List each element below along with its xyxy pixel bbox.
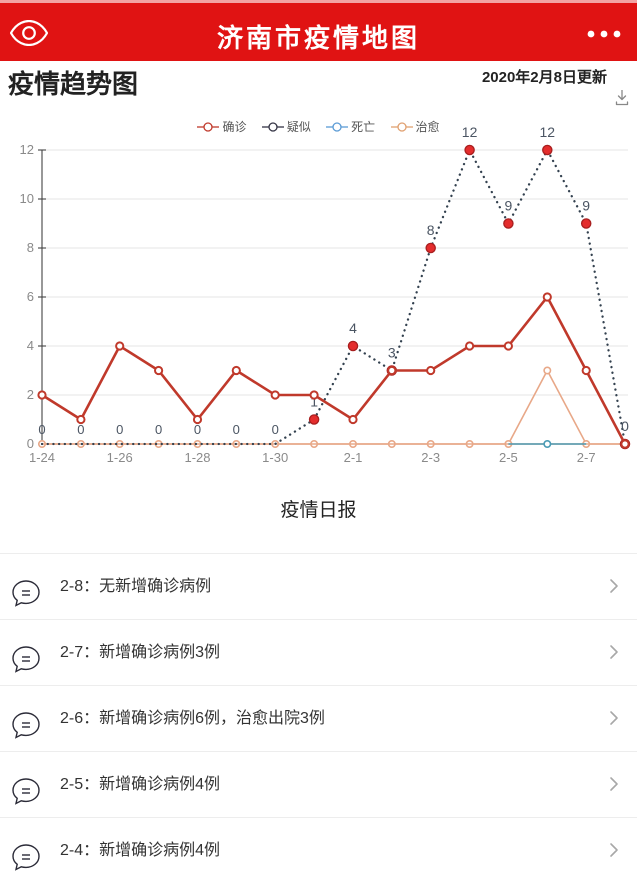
svg-text:1-24: 1-24 bbox=[29, 450, 55, 465]
svg-text:2-3: 2-3 bbox=[421, 450, 440, 465]
svg-text:6: 6 bbox=[27, 289, 34, 304]
svg-text:8: 8 bbox=[27, 240, 34, 255]
svg-text:12: 12 bbox=[462, 124, 478, 140]
svg-text:10: 10 bbox=[20, 191, 34, 206]
svg-text:1-28: 1-28 bbox=[184, 450, 210, 465]
svg-text:1-26: 1-26 bbox=[107, 450, 133, 465]
svg-text:2-1: 2-1 bbox=[344, 450, 363, 465]
svg-text:2-5: 2-5 bbox=[499, 450, 518, 465]
svg-text:2: 2 bbox=[27, 387, 34, 402]
svg-text:0: 0 bbox=[233, 422, 240, 437]
svg-text:2-7: 2-7 bbox=[577, 450, 596, 465]
svg-text:12: 12 bbox=[540, 124, 556, 140]
svg-text:0: 0 bbox=[27, 436, 34, 451]
svg-text:0: 0 bbox=[77, 422, 84, 437]
svg-text:1-30: 1-30 bbox=[262, 450, 288, 465]
svg-text:4: 4 bbox=[27, 338, 34, 353]
svg-text:0: 0 bbox=[155, 422, 162, 437]
svg-text:0: 0 bbox=[38, 422, 45, 437]
svg-text:0: 0 bbox=[621, 418, 629, 434]
svg-text:0: 0 bbox=[116, 422, 123, 437]
svg-text:4: 4 bbox=[349, 320, 357, 336]
svg-text:8: 8 bbox=[427, 222, 435, 238]
svg-text:12: 12 bbox=[20, 142, 34, 157]
svg-text:0: 0 bbox=[272, 422, 279, 437]
svg-text:0: 0 bbox=[194, 422, 201, 437]
svg-text:3: 3 bbox=[388, 345, 396, 361]
svg-text:9: 9 bbox=[582, 198, 590, 214]
svg-text:9: 9 bbox=[505, 198, 513, 214]
